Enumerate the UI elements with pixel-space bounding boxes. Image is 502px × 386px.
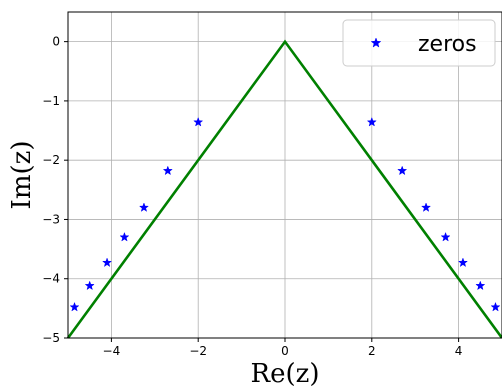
legend-star-icon (370, 37, 382, 48)
y-axis-label: Im(z) (7, 141, 37, 210)
legend-marker (370, 37, 382, 48)
ticks: −4 −2 0 2 4 0 −1 −2 −3 −4 −5 (42, 35, 462, 358)
zero-point (162, 165, 173, 176)
x-tick-label: 4 (455, 344, 463, 358)
zero-point (420, 202, 432, 212)
x-tick-label: 2 (368, 344, 376, 358)
boundary-line (66, 39, 502, 339)
zero-point (69, 301, 80, 312)
legend: zeros (342, 19, 496, 67)
zero-point (457, 257, 469, 268)
zero-point (84, 280, 95, 291)
y-tick-label: −4 (42, 272, 60, 286)
y-tick-label: −1 (42, 94, 60, 108)
y-tick-label: −5 (42, 331, 60, 345)
zero-point (366, 116, 377, 127)
zero-point (138, 202, 150, 212)
x-tick-label: −4 (103, 344, 121, 358)
zero-point (119, 231, 130, 242)
zero-point (440, 231, 451, 242)
x-axis-label: Re(z) (251, 359, 320, 386)
zero-point (193, 116, 204, 127)
zero-point (490, 301, 501, 312)
zero-point (101, 257, 113, 268)
zero-point (475, 280, 486, 291)
legend-label: zeros (418, 32, 477, 57)
series-layer (66, 39, 502, 339)
x-tick-label: −2 (189, 344, 207, 358)
y-tick-label: −3 (42, 212, 60, 226)
zero-point (397, 165, 408, 176)
x-tick-label: 0 (281, 344, 289, 358)
legend-box (342, 19, 496, 67)
y-tick-label: −2 (42, 153, 60, 167)
y-tick-label: 0 (52, 35, 60, 49)
